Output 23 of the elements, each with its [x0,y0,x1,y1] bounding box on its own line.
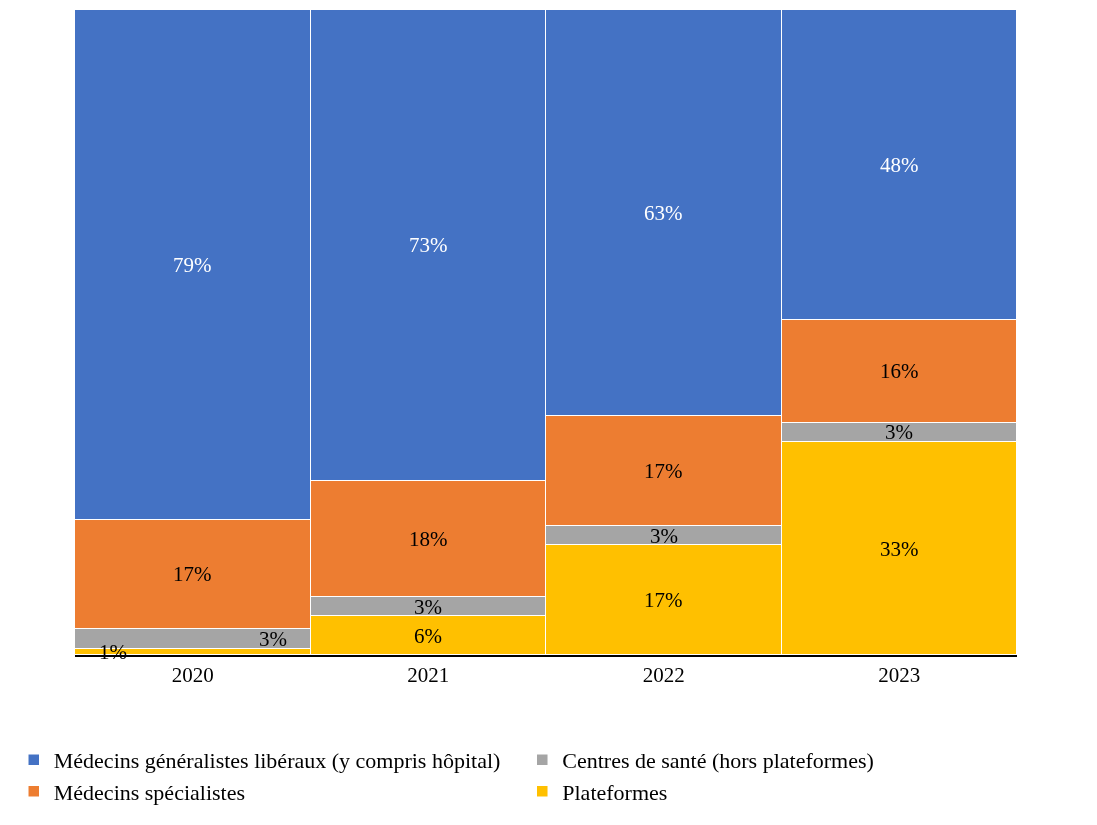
data-label: 79% [173,253,212,277]
data-label: 33% [880,537,919,561]
legend-label: Médecins généralistes libéraux (y compris hôpital) [53,748,501,774]
legend-label: Médecins spécialistes [53,779,245,805]
data-label: 63% [644,201,683,225]
data-label: 17% [644,588,683,612]
x-tick-label: 2020 [171,663,214,688]
data-label: 3% [885,420,913,444]
data-label: 16% [880,359,919,383]
data-label: 3% [259,627,287,651]
data-label: 3% [650,524,678,548]
data-label: 18% [409,527,448,551]
legend-label: Plateformes [562,779,668,805]
x-tick-label: 2023 [878,663,921,688]
legend-label: Centres de santé (hors plateformes) [562,748,874,774]
x-tick-label: 2022 [642,663,685,688]
data-label: 48% [880,153,919,177]
data-label: 17% [173,562,212,586]
x-tick-label: 2021 [407,663,450,688]
data-label: 17% [644,459,683,483]
data-label: 6% [414,624,442,648]
data-label: 3% [414,595,442,619]
data-label: 73% [409,233,448,257]
